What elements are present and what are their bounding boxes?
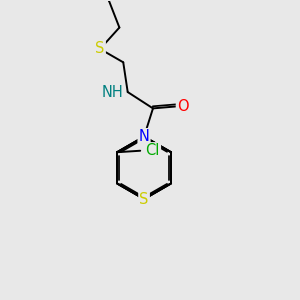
Text: O: O bbox=[177, 98, 188, 113]
Text: Cl: Cl bbox=[146, 143, 160, 158]
Text: S: S bbox=[140, 191, 149, 206]
Text: S: S bbox=[95, 41, 105, 56]
Text: N: N bbox=[139, 129, 149, 144]
Text: NH: NH bbox=[101, 85, 123, 100]
